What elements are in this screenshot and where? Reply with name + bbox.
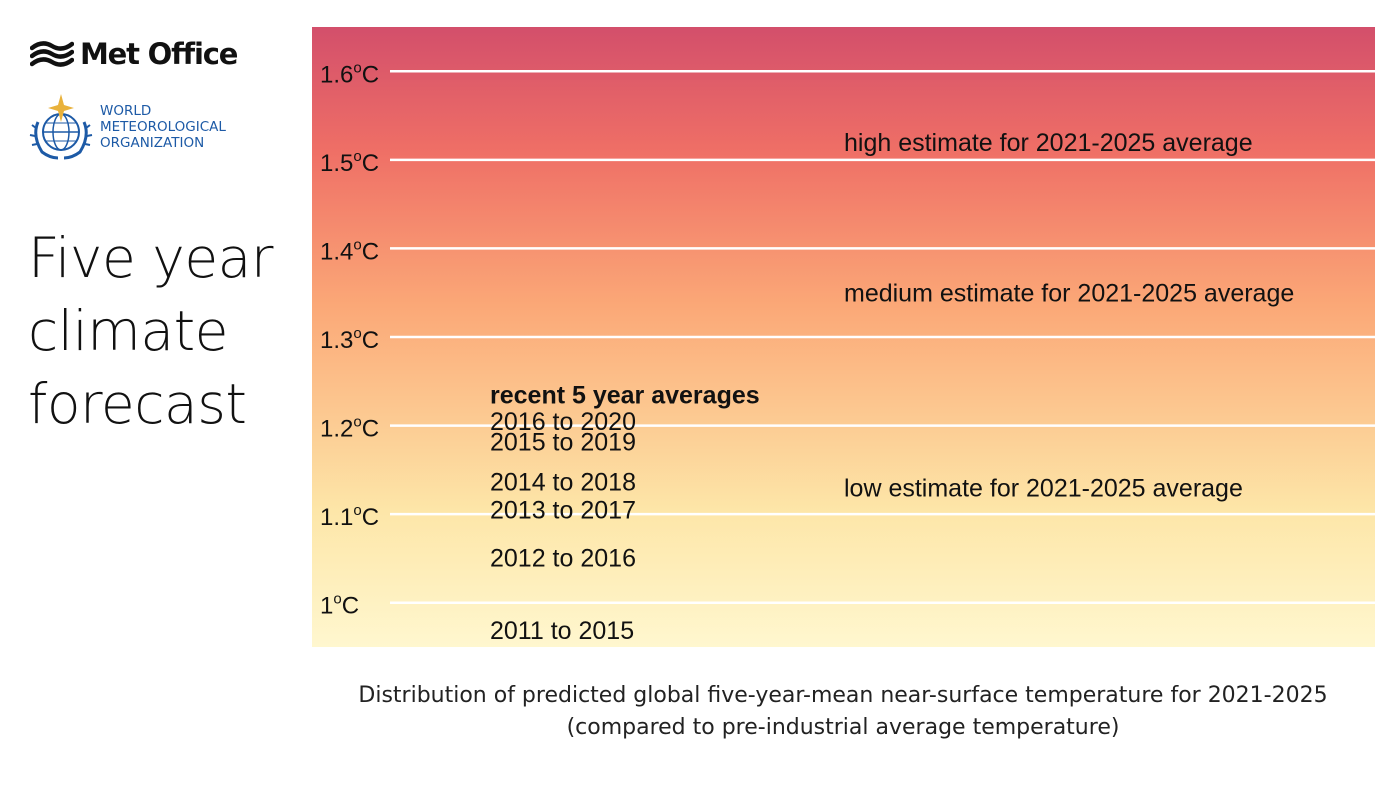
y-tick-label-2: 1.4oC — [320, 236, 379, 265]
met-office-logo: Met Office — [30, 36, 238, 72]
recent-average-label-1: 2015 to 2019 — [490, 429, 636, 457]
estimate-label-0: high estimate for 2021-2025 average — [844, 129, 1253, 157]
page-title: Five year climate forecast — [28, 222, 274, 441]
wmo-logo: WORLD METEOROLOGICAL ORGANIZATION — [28, 92, 226, 162]
wmo-name-line-2: METEOROLOGICAL — [100, 119, 226, 135]
wmo-name: WORLD METEOROLOGICAL ORGANIZATION — [100, 103, 226, 151]
estimate-label-2: low estimate for 2021-2025 average — [844, 475, 1243, 503]
recent-average-label-4: 2012 to 2016 — [490, 545, 636, 573]
y-tick-label-0: 1.6oC — [320, 59, 379, 88]
recent-average-label-5: 2011 to 2015 — [490, 617, 634, 645]
temperature-chart: 1.6oC 1.5oC 1.4oC 1.3oC 1.2oC 1.1oC 1oC high es… — [312, 27, 1375, 647]
wmo-name-line-1: WORLD — [100, 103, 152, 119]
y-tick-label-1: 1.5oC — [320, 148, 379, 177]
chart-caption: Distribution of predicted global five-ye… — [318, 680, 1368, 744]
recent-average-label-2: 2014 to 2018 — [490, 468, 636, 496]
recent-average-label-0: 2016 to 2020 — [490, 408, 636, 436]
recent-averages-heading: recent 5 year averages — [490, 382, 760, 410]
met-office-waves-icon — [30, 41, 74, 67]
estimate-label-1: medium estimate for 2021-2025 average — [844, 280, 1294, 308]
caption-line-2: (compared to pre-industrial average temp… — [566, 715, 1120, 740]
chart-svg: 1.6oC 1.5oC 1.4oC 1.3oC 1.2oC 1.1oC 1oC high es… — [312, 27, 1375, 647]
wmo-emblem-icon — [29, 94, 93, 160]
wmo-name-line-3: ORGANIZATION — [100, 135, 205, 151]
recent-average-label-3: 2013 to 2017 — [490, 497, 636, 525]
y-tick-label-5: 1.1oC — [320, 502, 379, 531]
title-line-1: Five year — [28, 226, 274, 290]
y-tick-label-6: 1oC — [320, 591, 359, 620]
title-line-2: climate — [28, 299, 228, 363]
caption-line-1: Distribution of predicted global five-ye… — [358, 683, 1328, 708]
met-office-name: Met Office — [80, 37, 238, 71]
title-line-3: forecast — [28, 372, 247, 436]
y-tick-label-4: 1.2oC — [320, 414, 379, 443]
y-tick-label-3: 1.3oC — [320, 325, 379, 354]
